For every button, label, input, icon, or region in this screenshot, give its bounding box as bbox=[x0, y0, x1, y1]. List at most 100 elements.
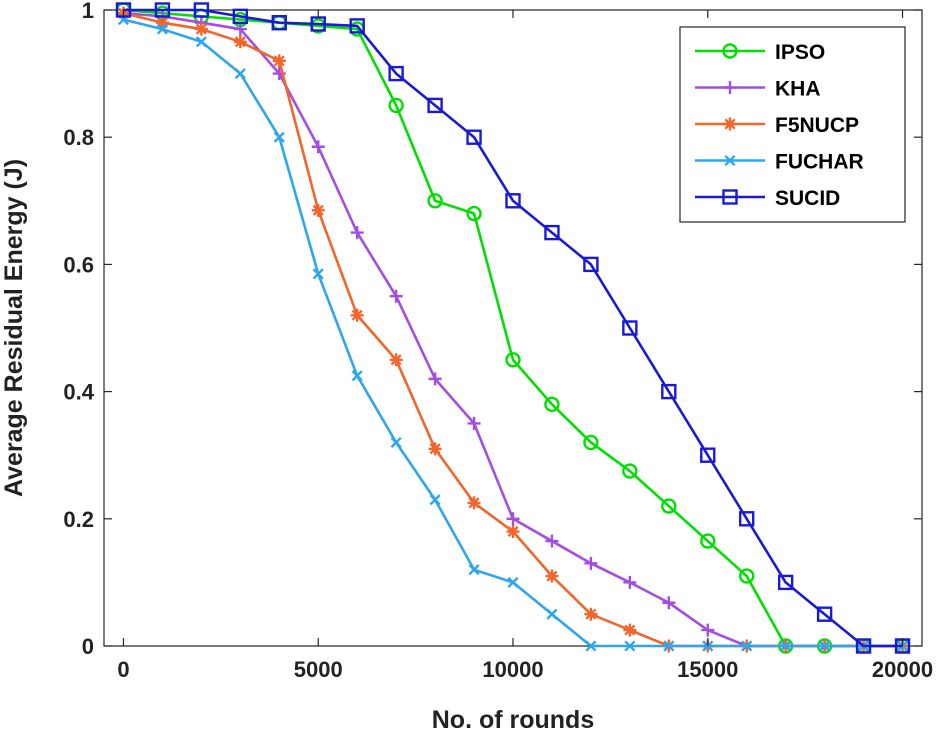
data-point-f5nucp bbox=[428, 442, 442, 456]
y-tick-label: 1 bbox=[82, 0, 94, 23]
data-point-kha bbox=[233, 22, 247, 36]
data-point-ipso bbox=[661, 498, 677, 514]
legend-entry-f5nucp: F5NUCP bbox=[695, 114, 859, 137]
data-point-kha bbox=[662, 596, 676, 610]
data-point-f5nucp bbox=[623, 623, 637, 637]
legend-marker-f5nucp bbox=[723, 117, 737, 131]
data-point-f5nucp bbox=[311, 203, 325, 217]
data-point-sucid bbox=[855, 638, 872, 654]
x-tick-label: 15000 bbox=[677, 657, 738, 682]
data-point-fuchar bbox=[156, 23, 168, 35]
y-tick-label: 0.8 bbox=[63, 125, 94, 150]
legend-label-kha: KHA bbox=[775, 78, 821, 101]
y-tick-label: 0.2 bbox=[63, 507, 94, 532]
data-point-kha bbox=[467, 416, 481, 430]
data-point-ipso bbox=[739, 568, 755, 584]
data-point-sucid bbox=[466, 129, 482, 145]
data-point-sucid bbox=[700, 447, 716, 463]
legend: IPSO KHA F5NUCP FUCHAR SUCID bbox=[679, 26, 906, 223]
data-point-sucid bbox=[388, 65, 404, 82]
data-point-ipso bbox=[583, 434, 599, 451]
legend-entry-ipso: IPSO bbox=[695, 41, 825, 64]
legend-label-fuchar: FUCHAR bbox=[775, 151, 864, 174]
data-point-f5nucp bbox=[467, 496, 481, 510]
x-tick-label: 10000 bbox=[482, 657, 543, 682]
y-axis-title: Average Residual Energy (J) bbox=[0, 159, 28, 497]
y-tick-label: 0.6 bbox=[63, 252, 94, 277]
data-point-kha bbox=[311, 140, 325, 154]
x-tick-label: 20000 bbox=[872, 657, 933, 682]
series-layer bbox=[115, 2, 911, 654]
data-point-fuchar bbox=[819, 640, 831, 652]
data-point-fuchar bbox=[546, 608, 558, 620]
data-point-sucid bbox=[544, 224, 560, 241]
data-point-f5nucp bbox=[584, 607, 598, 621]
data-point-ipso bbox=[427, 193, 443, 209]
data-point-f5nucp bbox=[389, 353, 403, 367]
legend-marker-ipso bbox=[722, 43, 738, 59]
data-point-sucid bbox=[193, 2, 210, 18]
data-point-f5nucp bbox=[155, 16, 169, 30]
data-point-ipso bbox=[544, 396, 560, 413]
x-tick-label: 0 bbox=[117, 657, 129, 682]
data-point-fuchar bbox=[507, 576, 519, 588]
legend-label-ipso: IPSO bbox=[775, 41, 825, 64]
data-point-sucid bbox=[816, 606, 833, 622]
data-point-sucid bbox=[271, 15, 287, 31]
series-sucid bbox=[115, 2, 911, 654]
x-axis-title: No. of rounds bbox=[432, 706, 594, 733]
data-point-sucid bbox=[427, 97, 443, 114]
legend-label-f5nucp: F5NUCP bbox=[775, 114, 859, 137]
legend-marker-sucid bbox=[722, 189, 738, 205]
series-line-sucid bbox=[123, 8, 903, 648]
data-point-fuchar bbox=[780, 640, 792, 652]
data-point-sucid bbox=[622, 320, 638, 336]
data-point-kha bbox=[545, 534, 559, 548]
legend-entry-fuchar: FUCHAR bbox=[695, 151, 864, 174]
data-point-fuchar bbox=[390, 436, 402, 449]
data-point-fuchar bbox=[195, 36, 207, 48]
data-point-sucid bbox=[154, 2, 171, 18]
data-point-fuchar bbox=[273, 131, 285, 143]
data-point-f5nucp bbox=[194, 22, 208, 36]
data-point-kha bbox=[428, 372, 442, 386]
data-point-fuchar bbox=[468, 564, 480, 576]
data-point-kha bbox=[701, 623, 715, 637]
data-point-ipso bbox=[388, 97, 404, 114]
x-tick-label: 5000 bbox=[294, 657, 343, 682]
data-point-fuchar bbox=[351, 370, 363, 382]
y-tick-label: 0.4 bbox=[63, 380, 94, 405]
data-point-kha bbox=[584, 556, 598, 570]
data-point-fuchar bbox=[429, 494, 441, 506]
data-point-fuchar bbox=[234, 68, 246, 80]
data-point-f5nucp bbox=[272, 54, 286, 68]
data-point-kha bbox=[506, 512, 520, 526]
data-point-ipso bbox=[622, 463, 638, 479]
data-point-ipso bbox=[505, 352, 521, 368]
data-point-f5nucp bbox=[506, 525, 520, 539]
legend-marker-kha bbox=[723, 81, 737, 94]
data-point-fuchar bbox=[624, 640, 636, 652]
data-point-fuchar bbox=[585, 640, 597, 652]
legend-entry-kha: KHA bbox=[695, 78, 821, 101]
data-point-fuchar bbox=[741, 640, 753, 652]
data-point-sucid bbox=[777, 574, 794, 591]
data-point-f5nucp bbox=[233, 35, 247, 49]
data-point-ipso bbox=[700, 533, 716, 549]
data-point-sucid bbox=[505, 193, 521, 209]
data-point-sucid bbox=[661, 383, 677, 400]
data-point-fuchar bbox=[312, 268, 324, 280]
data-point-f5nucp bbox=[545, 569, 559, 583]
data-point-sucid bbox=[739, 511, 755, 527]
legend-marker-fuchar bbox=[724, 154, 736, 167]
data-point-kha bbox=[389, 289, 403, 303]
legend-entry-sucid: SUCID bbox=[695, 187, 840, 210]
y-tick-label: 0 bbox=[82, 634, 94, 659]
data-point-fuchar bbox=[663, 640, 675, 652]
data-point-sucid bbox=[349, 18, 365, 34]
data-point-sucid bbox=[583, 256, 599, 273]
data-point-sucid bbox=[232, 8, 249, 25]
data-point-f5nucp bbox=[350, 308, 364, 322]
axis-layer: 0 5000 10000 15000 20000 0 0.2 0.4 0.6 0.8 1 bbox=[63, 0, 933, 682]
data-point-kha bbox=[623, 575, 637, 589]
